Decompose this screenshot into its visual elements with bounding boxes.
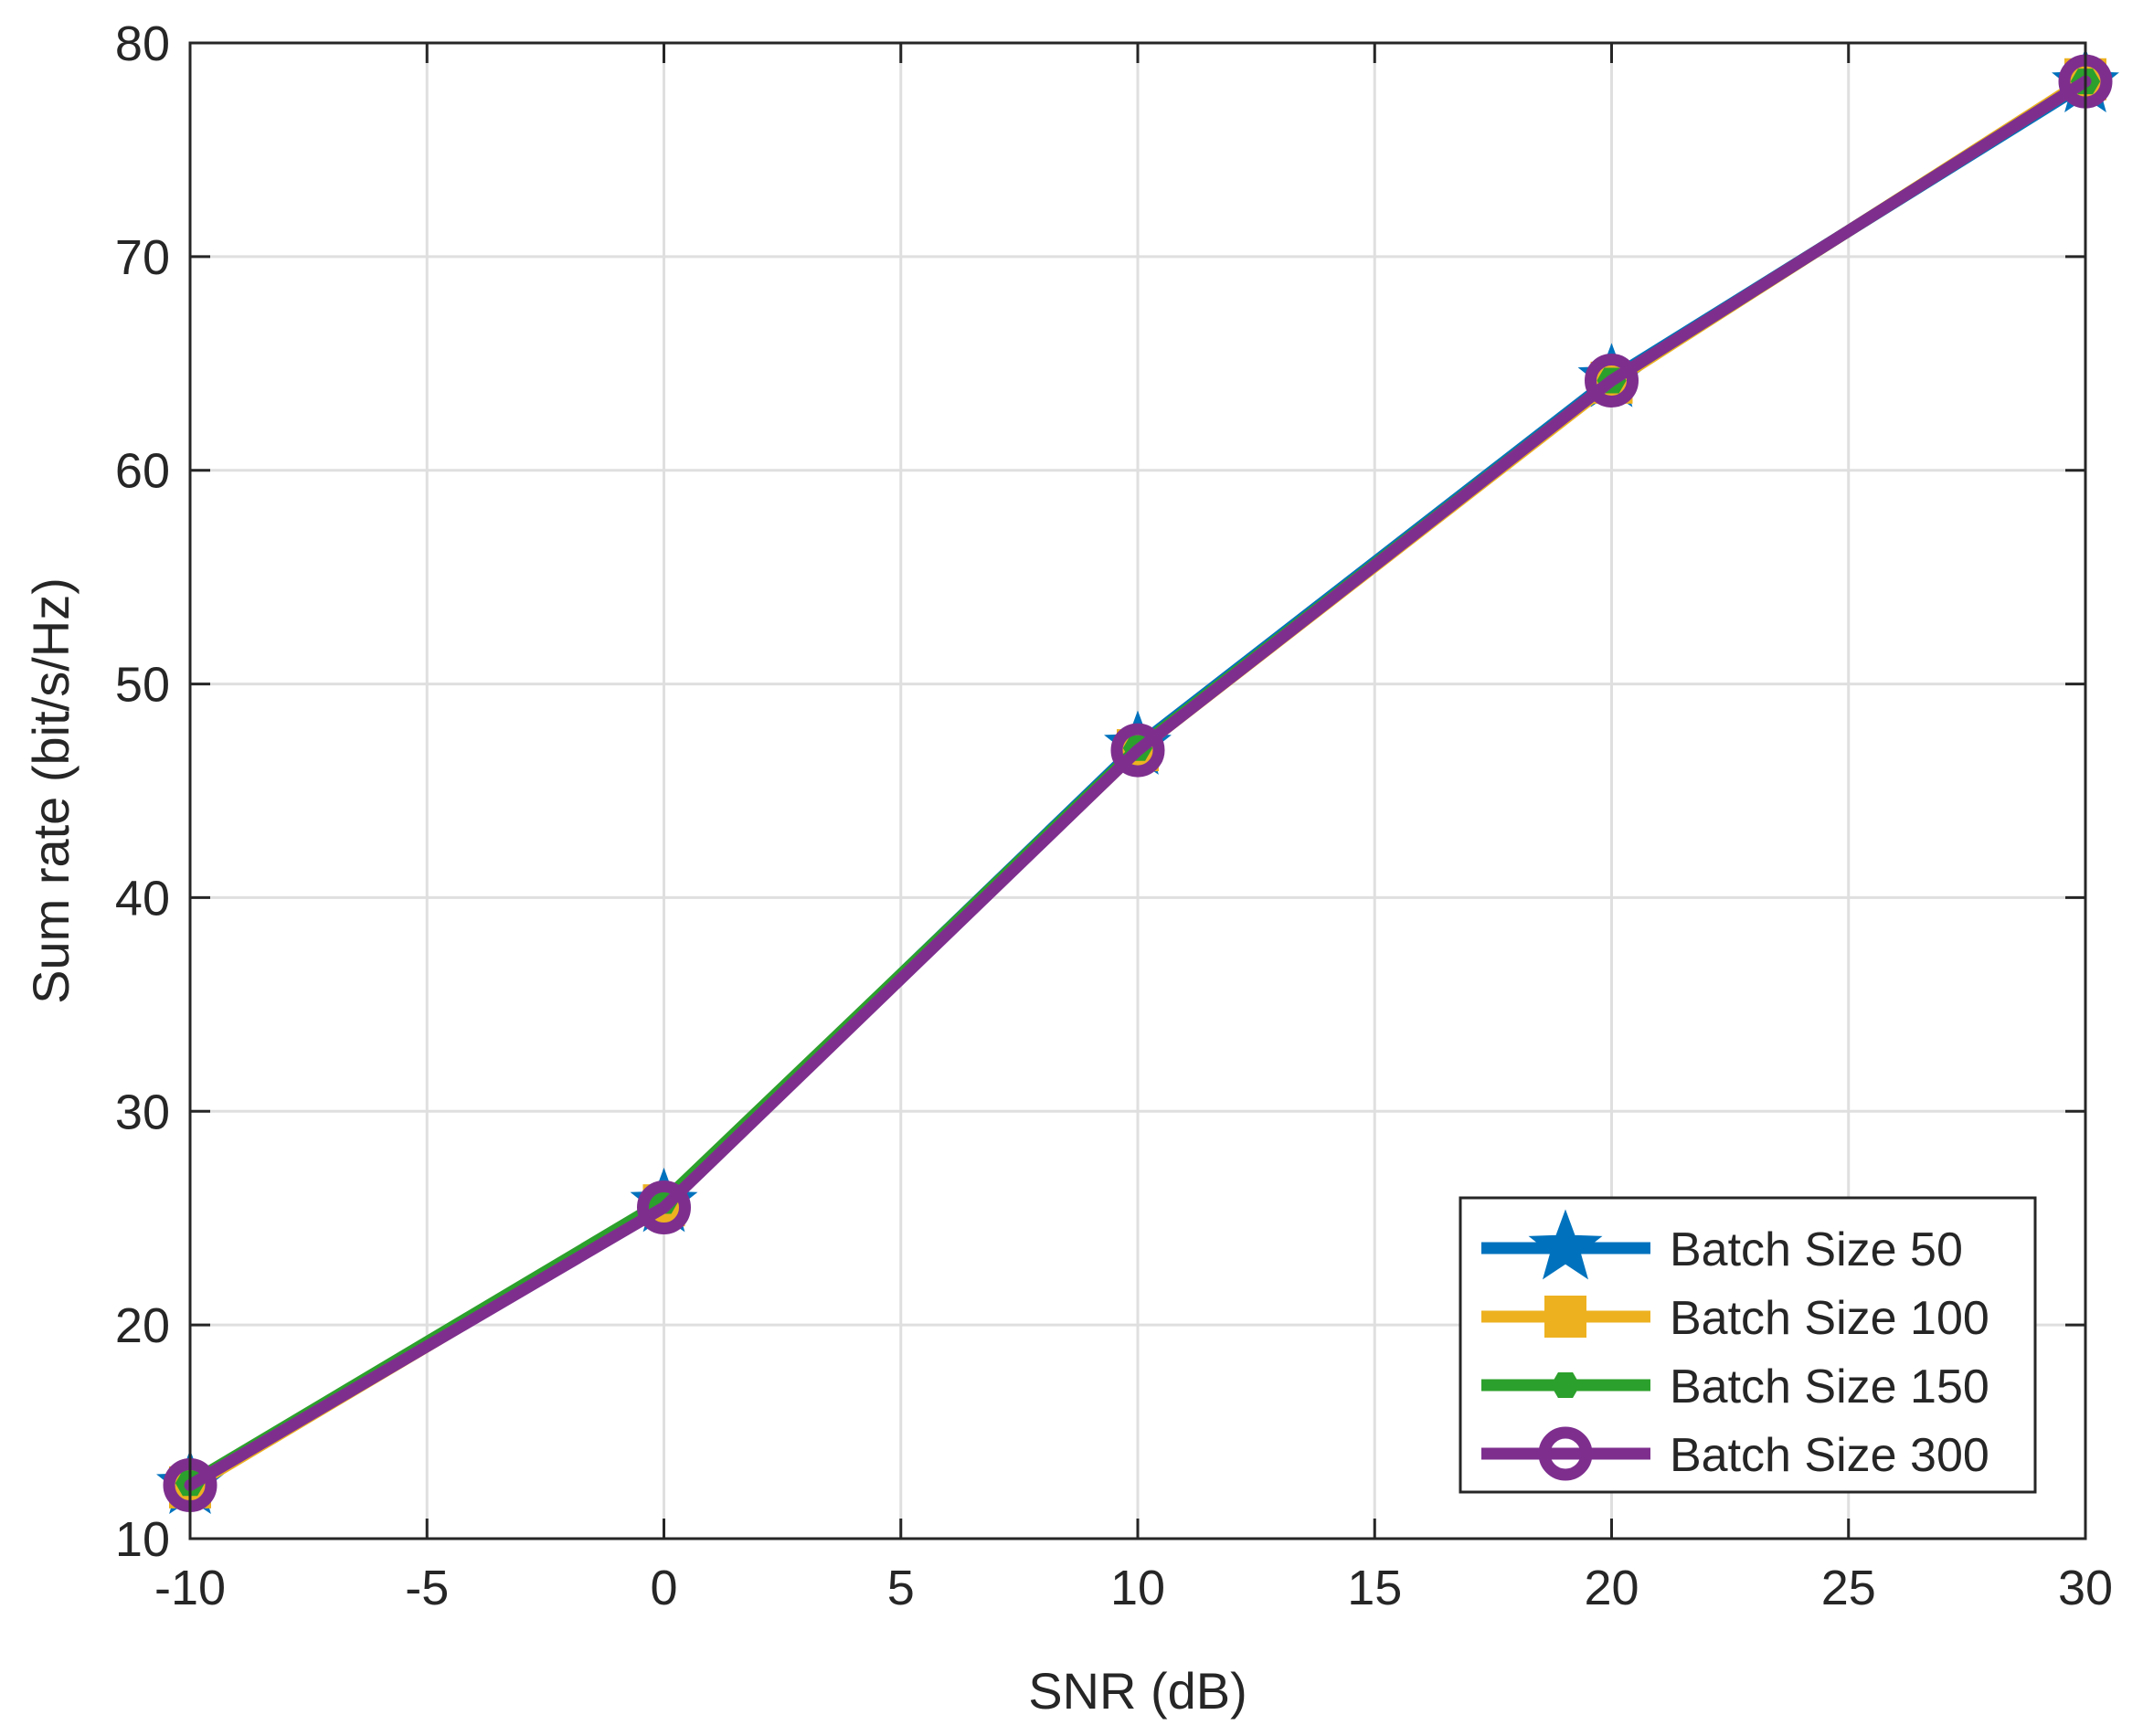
legend-entry: Batch Size 100 [1481,1292,1989,1345]
circle-marker [1585,353,1639,408]
circle-marker [1110,723,1165,778]
x-tick-label: 15 [1347,1561,1402,1615]
legend-entry: Batch Size 50 [1481,1209,1963,1280]
legend-label: Batch Size 150 [1670,1360,1989,1413]
circle-marker [637,1180,691,1235]
legend-label: Batch Size 300 [1670,1429,1989,1482]
y-axis-label: Sum rate (bit/s/Hz) [22,577,80,1004]
legend-entry: Batch Size 150 [1481,1360,1989,1413]
y-tick-label: 10 [115,1512,170,1567]
y-tick-label: 50 [115,658,170,713]
hexagon-marker [1550,1372,1581,1398]
y-tick-label: 20 [115,1298,170,1353]
legend: Batch Size 50 Batch Size 100 Batch Size 15… [1459,1196,2037,1494]
x-tick-label: 0 [650,1561,677,1615]
y-tick-label: 30 [115,1085,170,1139]
y-tick-label: 70 [115,230,170,285]
square-marker [1544,1296,1586,1338]
x-tick-label: -5 [405,1561,449,1615]
x-tick-label: -10 [154,1561,226,1615]
x-tick-label: 20 [1584,1561,1639,1615]
x-tick-label: 25 [1821,1561,1876,1615]
series-line [184,75,2092,1491]
circle-marker [1538,1426,1593,1481]
x-tick-label: 10 [1110,1561,1165,1615]
ticks: -10 -5 0 5 10 15 20 25 30 10 20 30 40 50 60 70 80 [115,16,2113,1615]
x-axis-label: SNR (dB) [1028,1662,1247,1720]
y-tick-label: 40 [115,871,170,926]
legend-entry: Batch Size 300 [1481,1426,1989,1482]
series-group [156,48,2119,1515]
grid [190,43,2085,1539]
y-tick-label: 80 [115,16,170,71]
star-marker [1528,1209,1603,1280]
y-tick-label: 60 [115,444,170,499]
x-tick-label: 30 [2058,1561,2113,1615]
legend-label: Batch Size 100 [1670,1292,1989,1345]
legend-label: Batch Size 50 [1670,1223,1963,1276]
x-tick-label: 5 [887,1561,915,1615]
